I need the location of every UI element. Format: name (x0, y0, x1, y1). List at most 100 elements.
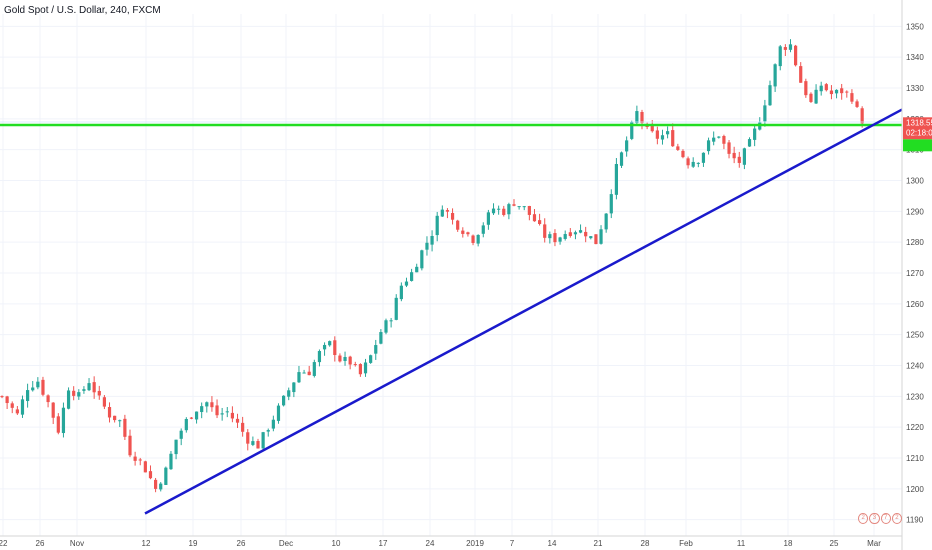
candle-body (840, 88, 844, 94)
time-tick-label: 24 (426, 539, 435, 548)
time-tick-label: 14 (548, 539, 557, 548)
candle-body (625, 140, 629, 152)
candle-body (589, 236, 593, 239)
candle-body (681, 150, 685, 158)
candle-body (241, 422, 245, 432)
time-tick-label: 26 (36, 539, 45, 548)
candle-body (102, 397, 106, 407)
candle-body (814, 89, 818, 104)
candle-body (307, 371, 311, 376)
time-tick-label: 26 (237, 539, 246, 548)
candle-body (41, 379, 45, 395)
candle-body (205, 402, 209, 407)
support-level-badge (903, 139, 932, 152)
candle-body (343, 356, 347, 361)
candle-body (143, 461, 147, 473)
candle-body (676, 146, 680, 150)
candle-body (430, 235, 434, 245)
candle-body (850, 93, 854, 102)
candle-body (72, 390, 76, 396)
candle-body (220, 413, 224, 415)
candle-body (66, 390, 71, 409)
candle-body (502, 208, 506, 215)
candle-body (512, 204, 516, 206)
time-tick-label: 28 (641, 539, 650, 548)
price-axis-background[interactable] (902, 0, 932, 550)
candle-body (666, 131, 670, 135)
candle-body (717, 136, 721, 138)
candle-body (159, 483, 163, 490)
candle-body (722, 136, 726, 144)
candle-body (486, 212, 490, 225)
candle-body (389, 320, 393, 322)
candle-body (860, 108, 864, 124)
candle-body (133, 456, 137, 461)
candle-body (251, 441, 255, 445)
candle-body (292, 382, 296, 393)
candle-body (26, 390, 30, 402)
candle-body (31, 387, 35, 391)
candle-body (855, 101, 859, 107)
candle-body (809, 93, 813, 102)
candle-body (563, 234, 567, 239)
candle-body (369, 355, 373, 363)
candle-body (476, 234, 480, 244)
candle-body (225, 411, 229, 413)
candle-body (113, 415, 117, 421)
candle-body (189, 417, 194, 419)
candle-body (15, 409, 19, 414)
drawings[interactable] (0, 108, 903, 515)
candle-body (445, 210, 450, 212)
candle-body (184, 418, 188, 431)
candle-body (302, 372, 306, 374)
candle-body (5, 396, 9, 404)
price-tick-label: 1270 (906, 269, 924, 278)
price-tick-label: 1220 (906, 423, 924, 432)
candle-body (87, 383, 91, 391)
candle-body (425, 242, 429, 250)
candle-body (558, 237, 562, 242)
candle-body (256, 441, 260, 449)
price-tick-label: 1260 (906, 300, 924, 309)
candle-body (297, 372, 301, 383)
candle-body (834, 89, 839, 94)
candle-body (450, 212, 455, 220)
candle-body (210, 402, 214, 408)
candle-body (61, 407, 66, 434)
candle-body (747, 139, 752, 147)
candle-body (10, 403, 14, 408)
candle-body (194, 411, 199, 420)
candle-body (753, 128, 757, 140)
last-price-badge (903, 117, 932, 140)
candle-body (548, 234, 552, 239)
candle-body (763, 105, 767, 122)
candle-body (573, 232, 578, 235)
candle-body (358, 364, 362, 375)
candle-body (686, 158, 690, 166)
candles[interactable] (0, 39, 864, 493)
candle-body (36, 381, 40, 388)
candle-body (696, 162, 700, 164)
time-tick-label: 11 (737, 539, 746, 548)
candle-body (543, 224, 547, 238)
candle-body (276, 405, 281, 421)
ascending-trendline[interactable] (144, 108, 903, 515)
candle-body (619, 152, 624, 166)
candle-body (660, 135, 665, 140)
candle-body (737, 156, 741, 163)
candle-body (742, 148, 746, 165)
candle-body (420, 250, 424, 269)
candle-body (138, 459, 142, 461)
candle-body (322, 344, 327, 350)
price-tick-label: 1330 (906, 84, 924, 93)
candle-body (282, 395, 286, 406)
price-tick-label: 1200 (906, 485, 924, 494)
time-tick-label: 22 (0, 539, 8, 548)
candle-body (261, 432, 265, 449)
time-tick-label: 21 (594, 539, 603, 548)
candle-body (174, 439, 178, 455)
candle-body (148, 471, 153, 479)
